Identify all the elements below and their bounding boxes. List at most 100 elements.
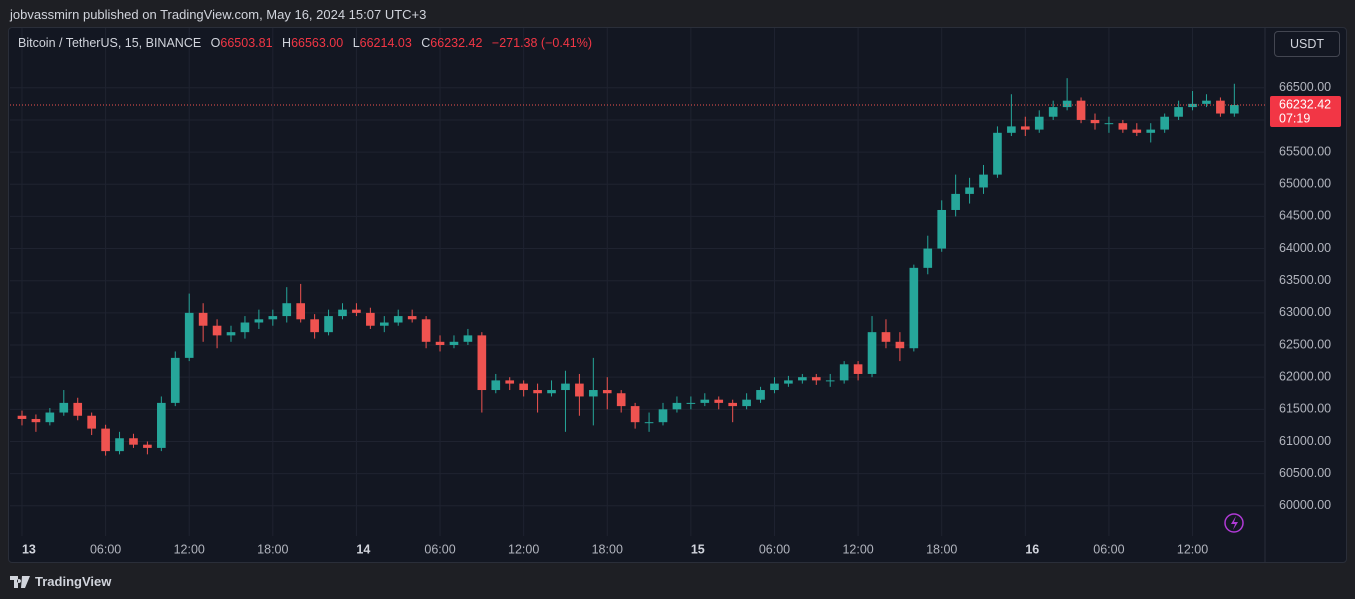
candle-body bbox=[547, 390, 556, 394]
y-tick-label: 63500.00 bbox=[1279, 273, 1331, 287]
candle-body bbox=[59, 402, 69, 413]
candle-body bbox=[798, 377, 807, 381]
candle-body bbox=[449, 341, 459, 346]
plot bbox=[10, 28, 1265, 536]
alert-icon[interactable] bbox=[1224, 513, 1244, 533]
candle-body bbox=[1132, 129, 1142, 133]
candle-body bbox=[45, 412, 55, 423]
candle-body bbox=[1048, 107, 1058, 117]
high-label: H bbox=[282, 36, 292, 50]
y-tick-label: 63000.00 bbox=[1279, 305, 1331, 319]
candle-body bbox=[366, 312, 375, 326]
candle-body bbox=[1216, 100, 1225, 114]
candle-body bbox=[519, 383, 528, 391]
candle-body bbox=[505, 380, 515, 384]
y-tick-label: 65500.00 bbox=[1279, 144, 1331, 158]
candle-body bbox=[951, 193, 960, 210]
candle-body bbox=[184, 312, 194, 358]
x-tick-label: 12:00 bbox=[842, 542, 873, 556]
x-tick-label: 13 bbox=[22, 542, 36, 556]
candle-body bbox=[714, 399, 724, 403]
y-tick-label: 66500.00 bbox=[1279, 80, 1331, 94]
candle-body bbox=[1090, 119, 1100, 124]
x-tick-label: 16 bbox=[1025, 542, 1039, 556]
candle-body bbox=[435, 341, 445, 346]
candle-body bbox=[616, 393, 626, 407]
brand-logo bbox=[10, 575, 30, 588]
candle-body bbox=[784, 380, 793, 384]
candle-body bbox=[101, 428, 110, 452]
candle-body bbox=[630, 406, 640, 423]
low-value: 66214.03 bbox=[359, 36, 412, 50]
currency-button[interactable]: USDT bbox=[1274, 31, 1340, 57]
y-tick-label: 60500.00 bbox=[1279, 466, 1331, 480]
candle-body bbox=[602, 390, 612, 394]
candle-body bbox=[923, 248, 933, 268]
x-tick-label: 15 bbox=[691, 542, 705, 556]
y-tick-label: 65000.00 bbox=[1279, 177, 1331, 191]
candle-body bbox=[282, 303, 292, 317]
y-tick-label: 64500.00 bbox=[1279, 209, 1331, 223]
candle-body bbox=[1076, 100, 1086, 120]
legend: Bitcoin / TetherUS, 15, BINANCE O66503.8… bbox=[18, 36, 592, 50]
brand: TradingView bbox=[35, 574, 112, 589]
change-value: −271.38 (−0.41%) bbox=[491, 36, 592, 50]
candle-body bbox=[324, 316, 333, 333]
x-tick-label: 12:00 bbox=[508, 542, 539, 556]
close-value: 66232.42 bbox=[430, 36, 483, 50]
candle-body bbox=[1146, 129, 1156, 133]
candle-body bbox=[1007, 126, 1016, 133]
candle-body bbox=[115, 438, 124, 452]
candle-body bbox=[170, 357, 180, 403]
candle-body bbox=[310, 319, 319, 333]
candle-body bbox=[1104, 123, 1114, 125]
candle-body bbox=[1230, 105, 1239, 114]
y-tick-label: 62500.00 bbox=[1279, 337, 1331, 351]
low-label: L bbox=[352, 36, 360, 50]
x-tick-label: 12:00 bbox=[1177, 542, 1208, 556]
y-tick-label: 61500.00 bbox=[1279, 402, 1331, 416]
candle-body bbox=[644, 422, 654, 424]
y-tick-label: 61000.00 bbox=[1279, 434, 1331, 448]
candle-body bbox=[268, 316, 278, 320]
close-label: C bbox=[421, 36, 431, 50]
candle-body bbox=[533, 390, 542, 394]
symbol: Bitcoin / TetherUS, 15, BINANCE bbox=[18, 36, 202, 50]
x-tick-label: 12:00 bbox=[174, 542, 205, 556]
candle-body bbox=[728, 402, 737, 407]
x-tick-label: 06:00 bbox=[759, 542, 790, 556]
candle-body bbox=[1034, 116, 1044, 130]
candle-body bbox=[881, 332, 891, 342]
candle-body bbox=[589, 390, 598, 397]
candle-body bbox=[1118, 123, 1128, 130]
candle-body bbox=[853, 364, 863, 374]
candle-body bbox=[672, 402, 682, 410]
candle-body bbox=[658, 409, 668, 423]
candle-body bbox=[575, 383, 584, 397]
candle-body bbox=[352, 309, 361, 313]
candle-body bbox=[421, 319, 431, 342]
candle-body bbox=[825, 380, 835, 382]
candle-body bbox=[491, 380, 501, 391]
candle-body bbox=[73, 402, 83, 416]
x-tick-label: 06:00 bbox=[1093, 542, 1124, 556]
candle-body bbox=[157, 402, 166, 448]
candle-body bbox=[240, 322, 250, 333]
candle-body bbox=[965, 187, 974, 194]
candle-body bbox=[212, 325, 222, 336]
countdown-label: 07:19 bbox=[1279, 111, 1310, 125]
alert-bolt bbox=[1231, 516, 1238, 530]
candle-body bbox=[770, 383, 779, 391]
x-tick-label: 14 bbox=[356, 542, 370, 556]
candle-body bbox=[756, 390, 765, 400]
open-value: 66503.81 bbox=[220, 36, 273, 50]
candle-body bbox=[909, 267, 919, 349]
candle-body bbox=[700, 399, 710, 403]
candle-body bbox=[87, 415, 96, 429]
byline: jobvassmirn published on TradingView.com… bbox=[10, 7, 427, 22]
x-tick-label: 18:00 bbox=[926, 542, 957, 556]
candle-body bbox=[393, 316, 403, 323]
candle-body bbox=[226, 332, 236, 336]
